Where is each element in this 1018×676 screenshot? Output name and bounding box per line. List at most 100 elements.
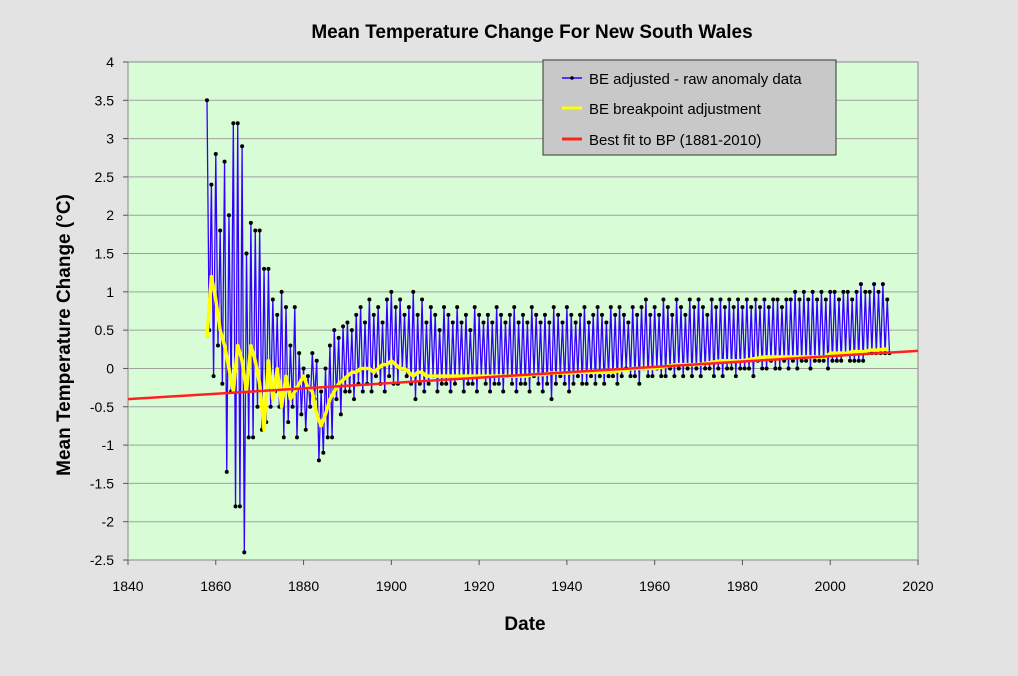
y-tick-label: -1.5: [90, 475, 114, 491]
raw-anomaly-point: [672, 374, 677, 379]
raw-anomaly-point: [573, 320, 578, 325]
raw-anomaly-point: [503, 320, 508, 325]
raw-anomaly-point: [213, 151, 218, 156]
raw-anomaly-point: [856, 358, 861, 363]
y-tick-label: 0.5: [95, 322, 115, 338]
raw-anomaly-point: [341, 324, 346, 329]
raw-anomaly-point: [466, 381, 471, 386]
raw-anomaly-point: [490, 320, 495, 325]
raw-anomaly-point: [275, 312, 280, 317]
raw-anomaly-point: [657, 312, 662, 317]
raw-anomaly-point: [837, 297, 841, 302]
raw-anomaly-point: [389, 289, 394, 294]
raw-anomaly-point: [817, 358, 822, 363]
raw-anomaly-point: [738, 366, 743, 371]
raw-anomaly-point: [558, 374, 563, 379]
raw-anomaly-point: [437, 328, 442, 333]
raw-anomaly-point: [323, 366, 328, 371]
raw-anomaly-point: [222, 159, 227, 164]
raw-anomaly-point: [762, 297, 767, 302]
raw-anomaly-point: [711, 374, 716, 379]
raw-anomaly-point: [839, 358, 844, 363]
raw-anomaly-point: [433, 312, 438, 317]
raw-anomaly-point: [494, 305, 499, 310]
y-tick-label: 1: [106, 284, 114, 300]
raw-anomaly-point: [237, 504, 242, 509]
raw-anomaly-point: [709, 297, 714, 302]
raw-anomaly-point: [661, 297, 666, 302]
raw-anomaly-point: [525, 320, 530, 325]
raw-anomaly-point: [534, 312, 539, 317]
raw-anomaly-point: [297, 351, 302, 356]
raw-anomaly-point: [578, 312, 583, 317]
raw-anomaly-point: [446, 312, 451, 317]
raw-anomaly-point: [470, 381, 475, 386]
raw-anomaly-point: [692, 305, 697, 310]
raw-anomaly-point: [352, 397, 357, 402]
raw-anomaly-point: [733, 374, 738, 379]
legend-fit-label: Best fit to BP (1881-2010): [589, 132, 761, 149]
raw-anomaly-point: [512, 305, 517, 310]
raw-anomaly-point: [281, 435, 286, 440]
raw-anomaly-point: [694, 366, 699, 371]
raw-anomaly-point: [650, 374, 655, 379]
y-tick-label: 2: [106, 207, 114, 223]
raw-anomaly-point: [810, 289, 815, 294]
x-tick-label: 1900: [376, 578, 407, 594]
raw-anomaly-point: [718, 297, 723, 302]
raw-anomaly-point: [597, 374, 602, 379]
raw-anomaly-point: [747, 366, 752, 371]
y-tick-label: 2.5: [95, 169, 115, 185]
raw-anomaly-point: [801, 289, 806, 294]
raw-anomaly-point: [665, 305, 670, 310]
y-tick-label: -2.5: [90, 552, 114, 568]
raw-anomaly-point: [795, 366, 800, 371]
raw-anomaly-point: [700, 305, 705, 310]
raw-anomaly-point: [562, 381, 567, 386]
raw-anomaly-point: [218, 228, 223, 233]
raw-anomaly-point: [369, 389, 374, 394]
x-tick-label: 1840: [112, 578, 143, 594]
raw-anomaly-point: [384, 297, 389, 302]
best-fit-line: [127, 349, 919, 401]
y-tick-label: -0.5: [90, 399, 114, 415]
raw-anomaly-point: [334, 397, 339, 402]
raw-anomaly-point: [266, 266, 271, 271]
raw-anomaly-point: [347, 389, 352, 394]
raw-anomaly-point: [876, 289, 881, 294]
raw-anomaly-point: [663, 374, 668, 379]
raw-anomaly-point: [321, 450, 326, 455]
raw-anomaly-point: [788, 297, 793, 302]
raw-anomaly-point: [501, 389, 506, 394]
raw-anomaly-point: [483, 381, 488, 386]
raw-anomaly-point: [468, 328, 473, 333]
raw-anomaly-point: [595, 305, 600, 310]
raw-anomaly-point: [569, 312, 574, 317]
raw-anomaly-point: [288, 343, 293, 348]
raw-anomaly-point: [628, 374, 633, 379]
raw-anomaly-point: [284, 305, 288, 310]
raw-anomaly-point: [215, 343, 220, 348]
raw-anomaly-point: [861, 358, 866, 363]
raw-anomaly-point: [527, 389, 532, 394]
raw-anomaly-point: [799, 358, 804, 363]
raw-anomaly-point: [514, 389, 519, 394]
raw-anomaly-point: [797, 297, 802, 302]
raw-anomaly-point: [872, 282, 877, 287]
raw-anomaly-point: [262, 266, 267, 271]
x-axis-label: Date: [504, 614, 545, 635]
raw-anomaly-point: [793, 289, 798, 294]
raw-anomaly-point: [358, 305, 363, 310]
raw-anomaly-point: [529, 305, 534, 310]
raw-anomaly-point: [722, 305, 727, 310]
raw-anomaly-point: [823, 297, 828, 302]
raw-anomaly-point: [220, 381, 225, 386]
x-tick-label: 2000: [815, 578, 846, 594]
y-tick-label: 1.5: [95, 246, 115, 262]
raw-anomaly-point: [255, 404, 260, 409]
raw-anomaly-point: [310, 351, 315, 356]
raw-anomaly-point: [459, 320, 464, 325]
raw-anomaly-point: [231, 121, 236, 126]
y-tick-label: 3.5: [95, 92, 115, 108]
